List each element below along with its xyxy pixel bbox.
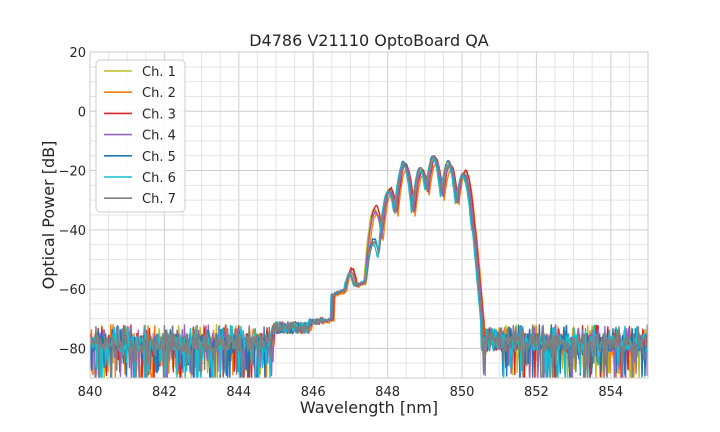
x-tick-label: 846 bbox=[301, 385, 326, 400]
legend-label: Ch. 5 bbox=[142, 150, 176, 165]
x-tick-label: 842 bbox=[152, 385, 177, 400]
y-axis-label: Optical Power [dB] bbox=[39, 141, 58, 290]
y-tick-label: 20 bbox=[69, 46, 86, 61]
x-tick-label: 848 bbox=[375, 385, 400, 400]
y-tick-label: −40 bbox=[59, 224, 86, 239]
x-axis-label: Wavelength [nm] bbox=[300, 398, 438, 417]
series-line-ch7 bbox=[90, 155, 648, 378]
legend-box bbox=[95, 59, 186, 213]
legend-label: Ch. 6 bbox=[142, 171, 176, 186]
series-layer bbox=[90, 155, 648, 378]
legend-label: Ch. 4 bbox=[142, 129, 176, 144]
y-tick-label: −60 bbox=[59, 283, 86, 298]
legend-label: Ch. 2 bbox=[142, 86, 176, 101]
plot-frame bbox=[89, 51, 649, 379]
x-tick-label: 850 bbox=[450, 385, 475, 400]
y-tick-label: 0 bbox=[78, 105, 86, 120]
legend-label: Ch. 1 bbox=[142, 65, 176, 80]
x-tick-label: 852 bbox=[524, 385, 549, 400]
y-tick-label: −20 bbox=[59, 165, 86, 180]
y-tick-label: −80 bbox=[59, 342, 86, 357]
legend-label: Ch. 3 bbox=[142, 107, 176, 122]
legend-label: Ch. 7 bbox=[142, 192, 176, 207]
x-tick-label: 840 bbox=[78, 385, 103, 400]
legend: Ch. 1 Ch. 2 Ch. 3 Ch. 4 Ch. 5 Ch. 6 Ch. 7 bbox=[95, 59, 186, 213]
tick-labels: 840 842 844 846 848 850 852 854 20 0 −20 −40 −60 −80 bbox=[59, 46, 624, 400]
x-tick-label: 844 bbox=[226, 385, 251, 400]
x-tick-label: 854 bbox=[598, 385, 623, 400]
chart-title: D4786 V21110 OptoBoard QA bbox=[249, 31, 489, 50]
